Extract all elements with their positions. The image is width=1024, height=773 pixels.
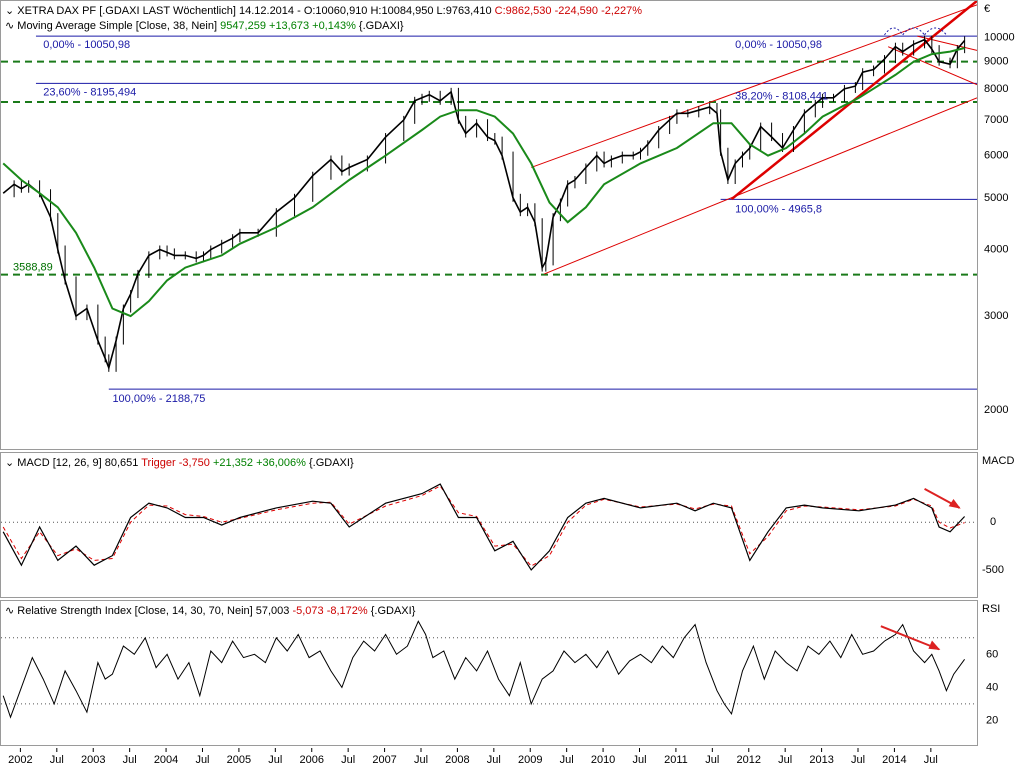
price-header-line2: ∿ Moving Average Simple [Close, 38, Nein… bbox=[5, 19, 404, 32]
fib-label-100-right: 100,00% - 4965,8 bbox=[735, 203, 822, 215]
macd-axis-title: MACD bbox=[982, 455, 1014, 467]
rsi-tick-label: 60 bbox=[986, 648, 998, 660]
price-header-prefix: XETRA DAX PF [.GDAXI LAST Wöchentlich] 1… bbox=[17, 5, 495, 17]
macd-panel[interactable]: ⌄ MACD [12, 26, 9] 80,651 Trigger -3,750… bbox=[0, 452, 978, 598]
price-tick-label: 4000 bbox=[984, 244, 1008, 256]
macd-tick-label: 0 bbox=[990, 516, 996, 528]
x-tick-label: 2007 bbox=[372, 754, 396, 766]
macd-collapse-icon[interactable]: ⌄ bbox=[5, 457, 15, 469]
x-tick-label: 2008 bbox=[445, 754, 469, 766]
x-tick-label: 2002 bbox=[8, 754, 32, 766]
price-tick-label: 8000 bbox=[984, 83, 1008, 95]
fib-label-2360: 23,60% - 8195,494 bbox=[43, 86, 136, 98]
macd-trigger-line bbox=[2, 485, 965, 567]
trend-channel-upper bbox=[531, 4, 977, 168]
x-axis: 2002 Jul 2003 Jul 2004 Jul 2005 Jul 2006 Jul 2007 J… bbox=[0, 748, 978, 768]
rsi-header: ∿ Relative Strength Index [Close, 14, 30… bbox=[5, 604, 415, 617]
x-axis-svg: 2002 Jul 2003 Jul 2004 Jul 2005 Jul 2006 Jul 2007 J… bbox=[8, 748, 938, 766]
support-level-label: 3588,89 bbox=[13, 262, 53, 274]
x-tick-label: 2004 bbox=[154, 754, 178, 766]
rsi-collapse-icon[interactable]: ∿ bbox=[5, 605, 15, 617]
x-tick-label: 2010 bbox=[591, 754, 615, 766]
fib-label-top-right: 0,00% - 10050,98 bbox=[735, 39, 822, 51]
macd-header-values: +21,352 +36,006% bbox=[209, 457, 306, 469]
macd-header: ⌄ MACD [12, 26, 9] 80,651 Trigger -3,750… bbox=[5, 456, 354, 469]
x-tick-label: 2011 bbox=[664, 754, 688, 766]
rsi-header-suffix: {.GDAXI} bbox=[367, 605, 416, 617]
rsi-header-prefix: Relative Strength Index [Close, 14, 30, … bbox=[17, 605, 293, 617]
x-tick-label: Jul bbox=[487, 754, 501, 766]
price-tick-label: 2000 bbox=[984, 404, 1008, 416]
chart-collapse-icon[interactable]: ⌄ bbox=[5, 5, 15, 17]
price-tick-label: 6000 bbox=[984, 150, 1008, 162]
x-tick-label: Jul bbox=[851, 754, 865, 766]
macd-header-prefix: MACD [12, 26, 9] 80,651 bbox=[17, 457, 142, 469]
currency-label: € bbox=[984, 3, 990, 15]
price-tick-label: 7000 bbox=[984, 114, 1008, 126]
x-tick-label: Jul bbox=[195, 754, 209, 766]
macd-chart-svg[interactable] bbox=[1, 453, 977, 597]
rsi-arrow-shaft bbox=[880, 625, 940, 651]
price-chart-svg[interactable]: 0,00% - 10050,98 0,00% - 10050,98 23,60% -… bbox=[1, 1, 977, 449]
x-tick-label: 2013 bbox=[809, 754, 833, 766]
ma-header-suffix: {.GDAXI} bbox=[355, 20, 404, 32]
x-tick-label: Jul bbox=[705, 754, 719, 766]
rsi-panel[interactable]: ∿ Relative Strength Index [Close, 14, 30… bbox=[0, 600, 978, 746]
price-panel[interactable]: ⌄ XETRA DAX PF [.GDAXI LAST Wöchentlich]… bbox=[0, 0, 978, 450]
trend-channel-lower bbox=[544, 97, 977, 275]
ma-icon: ∿ bbox=[5, 20, 15, 32]
price-header-change: C:9862,530 -224,590 -2,227% bbox=[494, 5, 643, 17]
macd-y-axis: MACD -500 0 bbox=[978, 452, 1024, 598]
x-tick-label: Jul bbox=[50, 754, 64, 766]
rsi-tick-label: 40 bbox=[986, 681, 998, 693]
x-tick-label: Jul bbox=[341, 754, 355, 766]
x-tick-label: 2005 bbox=[227, 754, 251, 766]
rsi-header-values: -5,073 -8,172% bbox=[292, 605, 368, 617]
x-tick-label: 2014 bbox=[882, 754, 906, 766]
rsi-axis-title: RSI bbox=[982, 603, 1000, 615]
top-arc-2 bbox=[902, 27, 925, 36]
price-axis-svg: € 2000 3000 4000 5000 6000 7000 8000 9000 10000 bbox=[984, 3, 1015, 416]
rsi-line bbox=[2, 620, 966, 719]
x-tick-label: 2006 bbox=[299, 754, 323, 766]
rsi-tick-label: 20 bbox=[986, 714, 998, 726]
x-tick-label: 2003 bbox=[81, 754, 105, 766]
rsi-axis-svg: RSI 20 40 60 bbox=[982, 603, 1000, 726]
x-tick-label: Jul bbox=[560, 754, 574, 766]
x-tick-label: 2012 bbox=[737, 754, 761, 766]
price-tick-label: 5000 bbox=[984, 192, 1008, 204]
macd-header-trigger: Trigger -3,750 bbox=[141, 457, 210, 469]
ma-header-values: 9547,259 +13,673 +0,143% bbox=[220, 20, 356, 32]
fib-label-top-left: 0,00% - 10050,98 bbox=[43, 39, 130, 51]
x-tick-label: Jul bbox=[123, 754, 137, 766]
macd-axis-svg: MACD -500 0 bbox=[982, 455, 1014, 576]
x-tick-label: Jul bbox=[268, 754, 282, 766]
price-tick-label: 10000 bbox=[984, 31, 1015, 43]
macd-arrow-head-icon bbox=[948, 499, 961, 509]
x-tick-label: Jul bbox=[924, 754, 938, 766]
price-header-line1: ⌄ XETRA DAX PF [.GDAXI LAST Wöchentlich]… bbox=[5, 4, 642, 17]
price-y-axis: € 2000 3000 4000 5000 6000 7000 8000 9000 10000 bbox=[978, 0, 1024, 450]
top-arc-1 bbox=[884, 27, 904, 36]
trend-line-falling-1 bbox=[887, 46, 977, 86]
price-tick-label: 3000 bbox=[984, 310, 1008, 322]
macd-tick-label: -500 bbox=[982, 564, 1004, 576]
x-tick-label: Jul bbox=[632, 754, 646, 766]
price-tick-label: 9000 bbox=[984, 56, 1008, 68]
moving-average-line bbox=[2, 47, 965, 318]
rsi-chart-svg[interactable] bbox=[1, 601, 977, 745]
x-tick-label: Jul bbox=[414, 754, 428, 766]
ma-header-prefix: Moving Average Simple [Close, 38, Nein] bbox=[17, 20, 221, 32]
macd-header-suffix: {.GDAXI} bbox=[305, 457, 354, 469]
x-tick-label: 2009 bbox=[518, 754, 542, 766]
x-tick-label: Jul bbox=[778, 754, 792, 766]
macd-line bbox=[2, 483, 966, 571]
trend-line-falling-2 bbox=[917, 35, 977, 51]
top-arc-3 bbox=[924, 27, 947, 36]
rsi-y-axis: RSI 20 40 60 bbox=[978, 600, 1024, 746]
fib-label-3820: 38,20% - 8108,441 bbox=[735, 90, 828, 102]
rsi-arrow-head-icon bbox=[928, 640, 941, 650]
fib-label-100-left: 100,00% - 2188,75 bbox=[112, 393, 205, 405]
